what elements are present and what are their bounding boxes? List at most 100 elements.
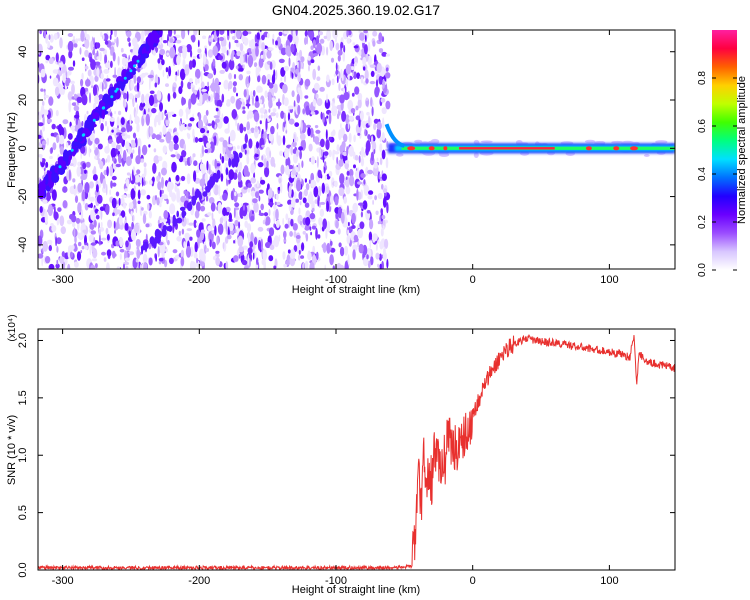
noise-speckle: [119, 253, 122, 260]
ridge-speckle: [176, 210, 179, 218]
noise-speckle: [241, 204, 248, 217]
noise-speckle: [292, 140, 297, 148]
noise-speckle: [46, 118, 53, 123]
ridge-speckle: [176, 217, 183, 224]
noise-speckle: [250, 232, 254, 244]
noise-speckle: [287, 112, 291, 122]
noise-speckle: [92, 174, 98, 181]
noise-speckle: [296, 179, 302, 192]
noise-speckle: [299, 49, 303, 59]
noise-speckle: [178, 230, 182, 236]
noise-speckle: [112, 157, 115, 162]
noise-speckle: [372, 141, 377, 152]
noise-speckle: [222, 192, 228, 201]
noise-speckle: [326, 220, 331, 233]
noise-speckle: [55, 236, 57, 247]
noise-speckle: [264, 166, 270, 178]
noise-speckle: [192, 187, 195, 197]
diagonal-ridge: [38, 30, 247, 255]
ridge-speckle: [149, 236, 155, 245]
noise-speckle: [280, 110, 285, 119]
noise-speckle: [319, 201, 326, 205]
noise-speckle: [135, 155, 141, 165]
noise-speckle: [52, 77, 59, 87]
noise-speckle: [56, 246, 59, 253]
noise-speckle: [253, 236, 258, 246]
noise-speckle: [103, 203, 106, 208]
noise-speckle: [245, 52, 248, 64]
noise-speckle: [59, 37, 63, 49]
noise-speckle: [344, 245, 349, 256]
noise-speckle: [353, 134, 356, 143]
noise-speckle: [107, 219, 113, 229]
noise-speckle: [137, 200, 141, 205]
noise-speckle: [92, 49, 95, 56]
noise-speckle: [196, 201, 201, 213]
noise-region: [38, 30, 391, 269]
noise-speckle: [207, 225, 213, 232]
noise-speckle: [105, 183, 108, 196]
noise-speckle: [313, 136, 320, 144]
noise-speckle: [317, 234, 321, 239]
noise-speckle: [177, 69, 180, 77]
noise-speckle: [155, 253, 158, 262]
noise-speckle: [359, 221, 365, 230]
noise-speckle: [376, 62, 382, 73]
noise-speckle: [152, 50, 156, 56]
noise-speckle: [153, 103, 158, 108]
noise-speckle: [94, 75, 99, 82]
noise-speckle: [330, 240, 333, 246]
noise-speckle: [350, 108, 356, 114]
noise-speckle: [360, 211, 363, 218]
noise-speckle: [49, 75, 52, 79]
noise-speckle: [345, 161, 349, 170]
noise-speckle: [298, 207, 301, 215]
noise-speckle: [96, 194, 103, 204]
noise-speckle: [283, 30, 289, 34]
noise-speckle: [291, 90, 295, 98]
noise-speckle: [212, 58, 216, 67]
noise-speckle: [181, 228, 185, 235]
noise-speckle: [385, 72, 391, 79]
noise-speckle: [296, 93, 301, 104]
noise-speckle: [261, 42, 265, 52]
noise-speckle: [331, 105, 338, 117]
noise-speckle: [51, 123, 56, 130]
noise-speckle: [198, 137, 204, 143]
noise-speckle: [141, 144, 148, 156]
noise-speckle: [198, 253, 205, 260]
noise-speckle: [336, 75, 339, 84]
noise-speckle: [73, 227, 76, 238]
noise-speckle: [269, 150, 272, 159]
noise-speckle: [257, 162, 264, 168]
noise-speckle: [50, 223, 54, 227]
noise-speckle: [259, 120, 262, 125]
noise-speckle: [94, 61, 101, 66]
noise-speckle: [228, 212, 232, 222]
noise-speckle: [347, 254, 350, 265]
noise-speckle: [293, 191, 297, 199]
ridge-speckle: [202, 191, 208, 197]
noise-speckle: [109, 117, 115, 122]
noise-speckle: [372, 30, 378, 37]
noise-speckle: [112, 74, 118, 78]
noise-speckle: [84, 182, 90, 194]
noise-speckle: [196, 257, 199, 264]
noise-speckle: [378, 75, 383, 85]
noise-speckle: [353, 234, 359, 242]
noise-speckle: [310, 179, 317, 188]
noise-speckle: [69, 163, 74, 167]
noise-speckle: [128, 202, 134, 210]
noise-speckle: [173, 143, 179, 151]
noise-speckle: [89, 243, 92, 256]
noise-speckle: [362, 56, 367, 66]
noise-speckle: [120, 127, 126, 133]
noise-speckle: [79, 47, 82, 55]
noise-speckle: [358, 202, 364, 206]
signal-peak: [613, 146, 620, 151]
noise-speckle: [186, 132, 189, 137]
ridge-speckle: [234, 152, 237, 160]
noise-speckle: [298, 254, 301, 261]
noise-speckle: [90, 209, 93, 220]
